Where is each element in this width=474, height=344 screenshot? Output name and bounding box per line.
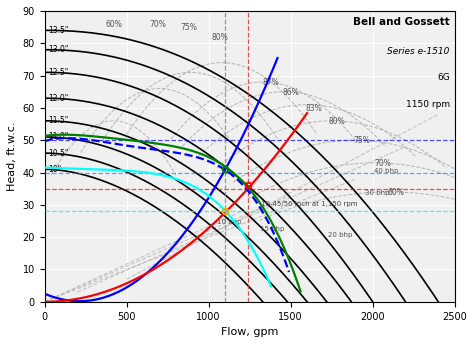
Text: 30 bhp: 30 bhp <box>365 190 390 196</box>
Text: 15 bhp: 15 bhp <box>260 226 285 232</box>
Text: 12.5": 12.5" <box>48 68 68 77</box>
Text: 80%: 80% <box>212 33 228 42</box>
Text: 20 bhp: 20 bhp <box>328 232 352 238</box>
Text: 60%: 60% <box>105 20 122 29</box>
Text: 87%: 87% <box>263 78 280 87</box>
Text: 12.0": 12.0" <box>48 94 68 103</box>
Text: 40 bhp: 40 bhp <box>374 168 399 173</box>
Text: 10-45/56 inch at 1,150 rpm: 10-45/56 inch at 1,150 rpm <box>261 202 357 207</box>
Text: 11.0": 11.0" <box>48 132 68 141</box>
Text: 10.5": 10.5" <box>48 149 69 158</box>
Text: 70%: 70% <box>149 20 166 29</box>
Text: Bell and Gossett: Bell and Gossett <box>353 17 450 27</box>
Text: Series e-1510: Series e-1510 <box>387 47 450 56</box>
Text: 70%: 70% <box>374 159 391 168</box>
Text: 75%: 75% <box>181 23 197 32</box>
Text: 6G: 6G <box>437 74 450 83</box>
Text: 10": 10" <box>48 165 61 174</box>
Text: 83%: 83% <box>305 104 322 113</box>
Text: 1150 rpm: 1150 rpm <box>406 100 450 109</box>
Text: 80%: 80% <box>328 117 345 126</box>
Text: 13.5": 13.5" <box>48 26 69 35</box>
X-axis label: Flow, gpm: Flow, gpm <box>221 327 278 337</box>
Text: 13.0": 13.0" <box>48 45 69 54</box>
Text: 75%: 75% <box>353 137 370 146</box>
Text: 86%: 86% <box>283 88 299 97</box>
Text: 10 bhp: 10 bhp <box>217 219 241 225</box>
Text: 60%: 60% <box>387 188 404 197</box>
Y-axis label: Head, ft.w.c.: Head, ft.w.c. <box>7 122 17 191</box>
Text: 11.5": 11.5" <box>48 116 68 125</box>
